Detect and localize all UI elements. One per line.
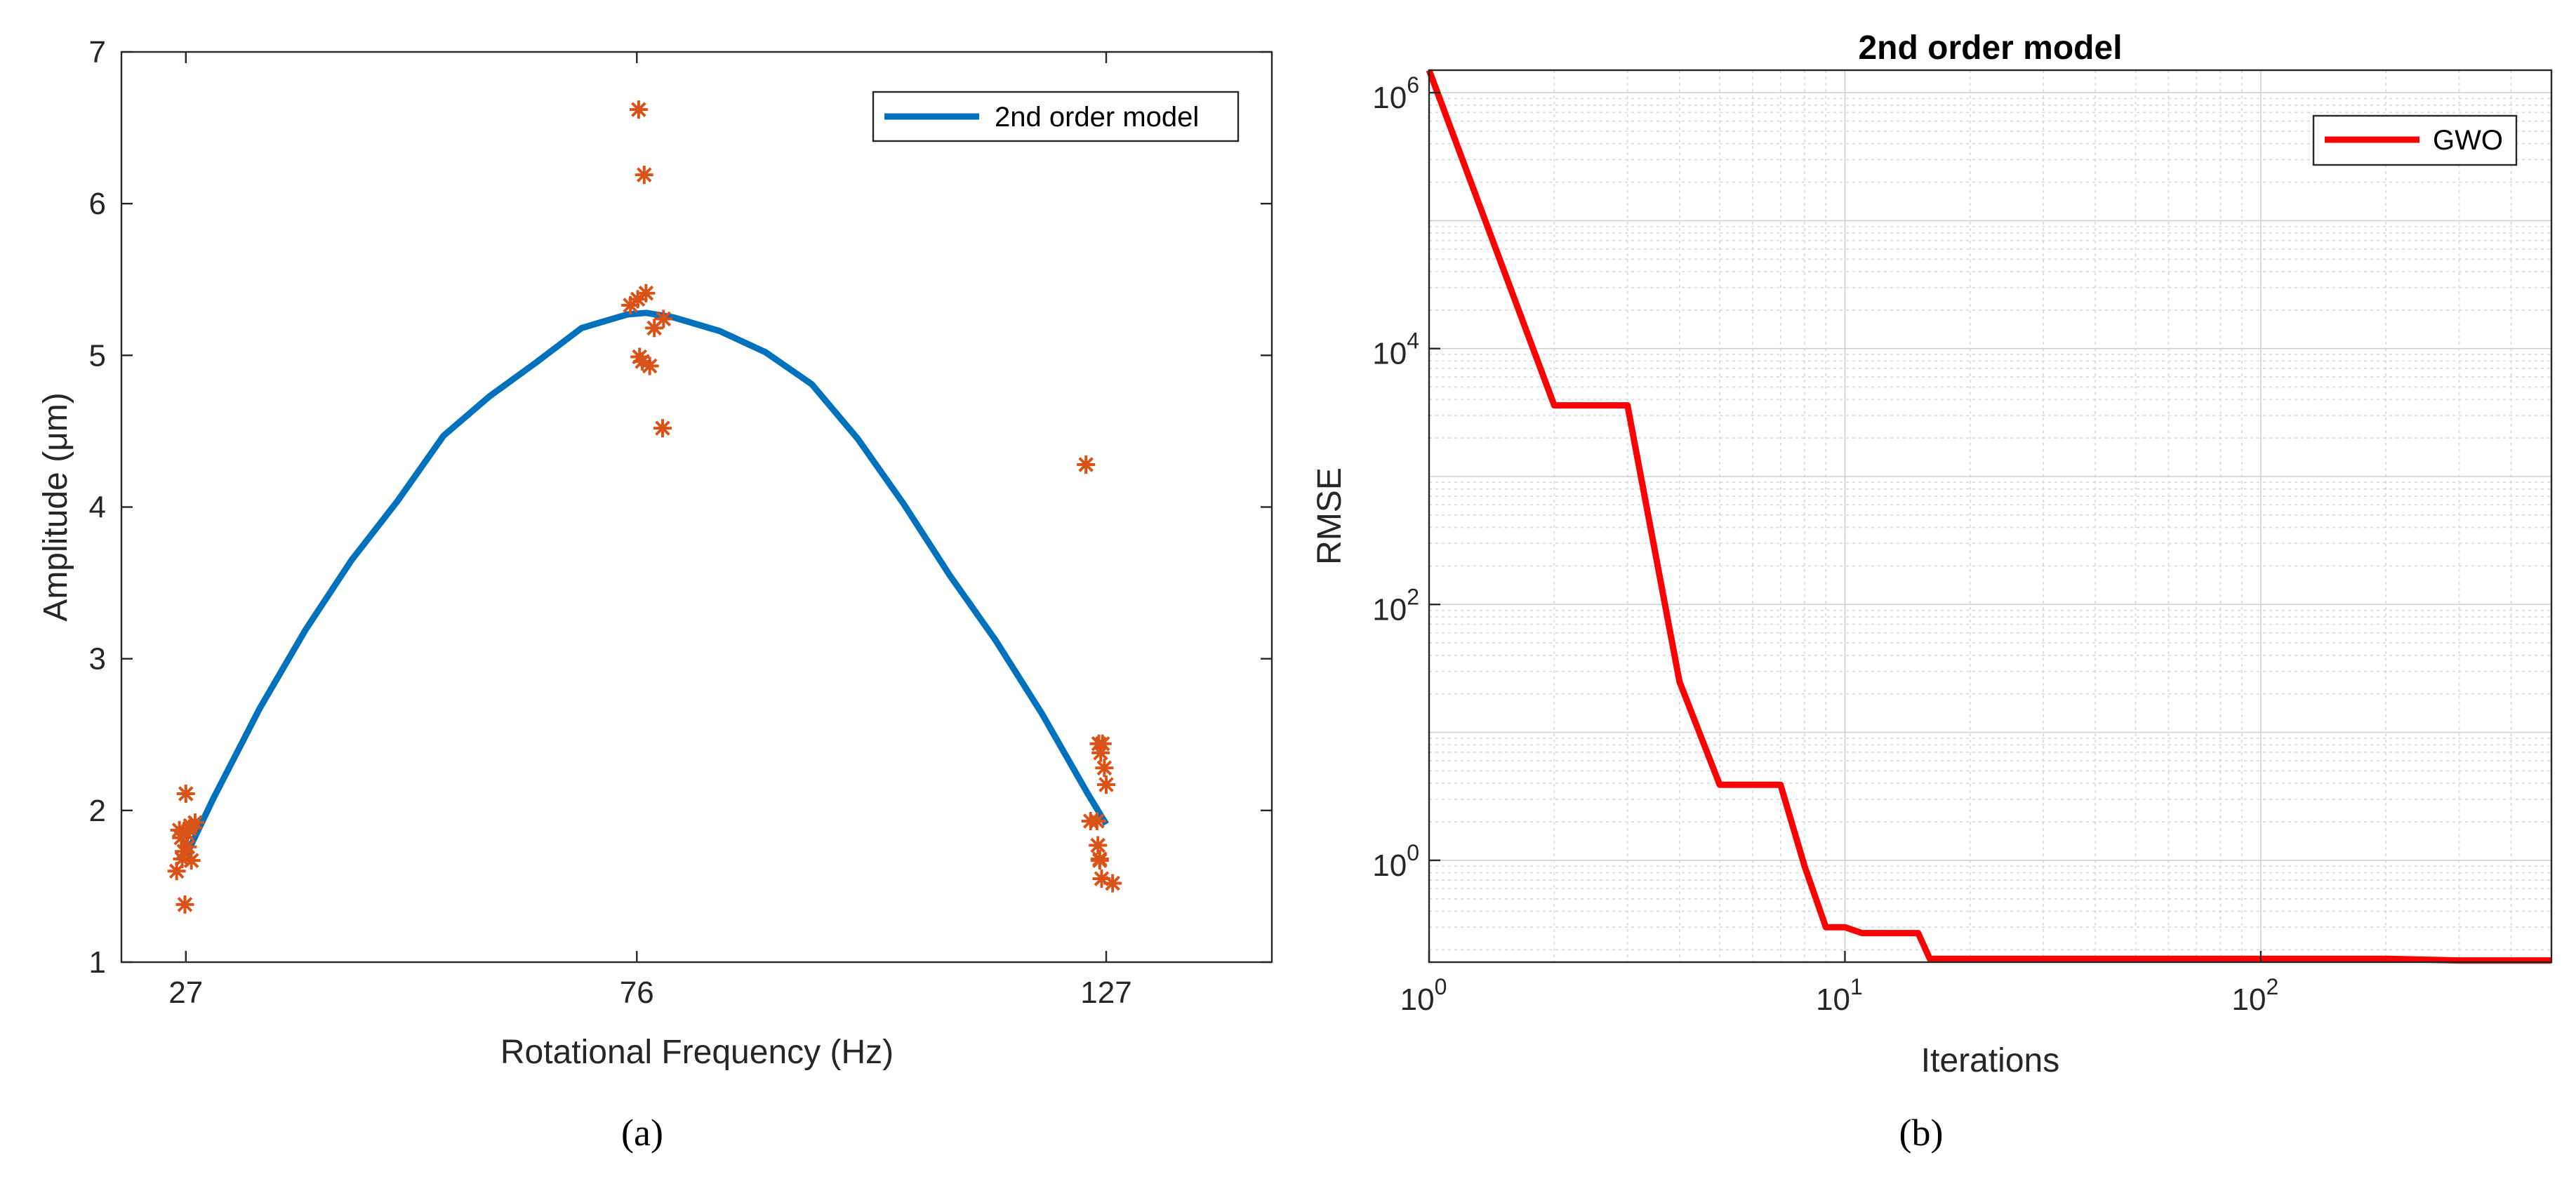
legend: GWO [2312,114,2518,166]
x-tick-exponent: 1 [1850,974,1863,999]
data-point [640,357,659,375]
y-tick-label: 100 [1372,840,1419,883]
chart-title: 2nd order model [1858,29,2122,67]
y-tick-label: 1 [89,945,106,980]
chart-a-amplitude: 1 2 3 4 5 6 7 27 76 127 2nd order model Rotational … [37,35,1273,1154]
y-tick-base: 10 [1372,592,1407,627]
data-point [182,851,201,870]
y-tick-label: 5 [89,338,106,373]
y-tick-label: 7 [89,35,106,69]
data-point [178,837,197,856]
y-tick-label: 3 [89,642,106,677]
y-tick-exponent: 2 [1407,584,1419,609]
data-point [176,785,195,804]
plot-area [121,52,1272,962]
y-tick-label: 104 [1372,328,1419,371]
x-tick-label: 76 [620,975,654,1010]
x-tick-label: 127 [1080,975,1131,1010]
y-tick-label: 6 [89,187,106,221]
caption-a: (a) [621,1112,663,1154]
caption-b: (b) [1899,1112,1944,1154]
data-point [637,284,656,302]
x-tick-label: 101 [1816,974,1863,1017]
plot-area [1429,70,2551,962]
data-point [1093,734,1112,753]
data-point [635,166,653,185]
caption-open: (a) [621,1112,663,1154]
data-point [633,352,652,371]
x-tick-label: 27 [168,975,203,1010]
data-point [1091,743,1110,762]
x-tick-label: 100 [1400,974,1447,1017]
y-tick-base: 10 [1372,848,1407,883]
y-tick-base: 10 [1372,337,1407,371]
y-axis-title: RMSE [1311,467,1348,565]
data-point [167,862,186,881]
y-tick-exponent: 0 [1407,840,1419,865]
data-point [1095,759,1114,778]
x-tick-base: 10 [2232,982,2266,1017]
data-point [1092,870,1111,888]
data-point [1103,874,1122,893]
legend-label: GWO [2433,125,2503,156]
x-axis-title: Rotational Frequency (Hz) [500,1034,894,1071]
data-point [173,850,192,869]
data-point [1077,455,1096,474]
legend-label: 2nd order model [995,102,1199,133]
gwo-line [1426,69,2551,964]
y-tick-label: 102 [1372,584,1419,627]
x-tick-exponent: 2 [2266,974,2278,999]
y-tick-label: 106 [1372,72,1419,115]
y-tick-label: 4 [89,491,106,525]
data-point [1087,811,1106,830]
data-point [629,100,648,119]
y-tick-exponent: 4 [1407,328,1419,354]
x-tick-label: 102 [2232,974,2279,1017]
x-axis-title: Iterations [1921,1042,2059,1079]
data-point [1090,850,1109,869]
data-point [1096,775,1115,794]
data-point [653,419,672,438]
y-tick-base: 10 [1372,81,1407,115]
y-tick-label: 2 [89,794,106,828]
data-point [621,295,640,314]
x-tick-exponent: 0 [1435,974,1447,999]
data-point [1089,836,1108,855]
x-tick-base: 10 [1816,982,1850,1017]
data-point [645,319,664,338]
data-point [628,290,647,309]
axes-box [120,51,1273,964]
data-point [654,309,673,328]
model-curve [182,309,1109,858]
y-tick-exponent: 6 [1407,72,1419,98]
data-point [170,820,189,839]
data-point [178,824,197,843]
y-axis-title: Amplitude (μm) [37,392,74,621]
data-point [175,895,194,914]
legend: 2nd order model [872,91,1240,142]
x-tick-base: 10 [1400,982,1435,1017]
caption-open: (b) [1899,1112,1944,1154]
axes-box [1428,69,2553,964]
data-point [185,813,204,832]
